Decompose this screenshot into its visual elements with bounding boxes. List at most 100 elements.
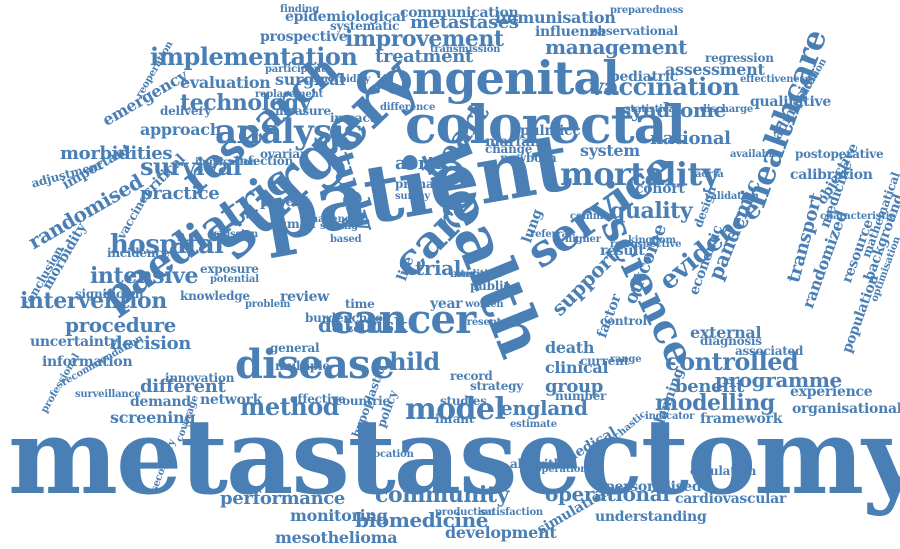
cloud-word: implication bbox=[195, 157, 257, 168]
cloud-word: kingdom bbox=[628, 235, 676, 246]
cloud-word: death bbox=[545, 338, 595, 357]
cloud-word: development bbox=[445, 523, 557, 542]
cloud-word: validation bbox=[705, 191, 759, 202]
cloud-word: clinical bbox=[545, 358, 609, 377]
cloud-word: approach bbox=[140, 120, 222, 139]
cloud-word: qualitative bbox=[750, 94, 831, 110]
cloud-word: internal bbox=[450, 269, 494, 280]
cloud-word: vaccination bbox=[590, 72, 740, 101]
cloud-word: regression bbox=[705, 51, 774, 65]
cloud-word: intensive bbox=[90, 263, 199, 289]
cloud-word: observational bbox=[590, 24, 678, 38]
cloud-word: survival bbox=[140, 152, 242, 181]
cloud-word: datarisk bbox=[318, 313, 408, 337]
cloud-word: influenza bbox=[535, 24, 606, 40]
cloud-word: human bbox=[270, 217, 316, 231]
cloud-word: common bbox=[570, 211, 617, 222]
cloud-word: estimate bbox=[510, 419, 557, 430]
cloud-word: multiple bbox=[275, 359, 330, 373]
cloud-word: available bbox=[730, 149, 779, 160]
cloud-word: group bbox=[545, 376, 603, 397]
cloud-word: incidence bbox=[107, 246, 170, 260]
cloud-word: controlled bbox=[665, 347, 799, 376]
cloud-word: potential bbox=[210, 274, 259, 285]
cloud-word: prospective bbox=[260, 29, 348, 45]
cloud-word: aortic bbox=[395, 153, 453, 174]
cloud-word: metastases bbox=[410, 12, 519, 33]
cloud-word: diagnosis bbox=[700, 334, 762, 348]
cloud-word: impact bbox=[330, 111, 375, 125]
cloud-word: marfan bbox=[485, 134, 540, 150]
cloud-word: morbidities bbox=[60, 143, 173, 164]
cloud-word: national bbox=[650, 128, 731, 149]
cloud-word: pediatric bbox=[610, 69, 679, 85]
cloud-word: evaluation bbox=[180, 73, 271, 92]
cloud-word: postoperative bbox=[795, 147, 884, 161]
cloud-word: demand bbox=[130, 394, 191, 410]
cloud-word: assessment bbox=[665, 60, 765, 79]
cloud-word: procedure bbox=[65, 313, 176, 337]
cloud-word: quality bbox=[610, 198, 693, 224]
cloud-word: aorta bbox=[695, 169, 724, 180]
cloud-word: implementation bbox=[150, 42, 358, 71]
cloud-word: network bbox=[200, 392, 263, 408]
cloud-word: decision bbox=[110, 333, 192, 354]
cloud-word: communication bbox=[400, 5, 519, 21]
cloud-word: personalised bbox=[605, 479, 702, 495]
cloud-word: associated bbox=[735, 344, 804, 358]
cloud-word: surgical bbox=[275, 70, 345, 89]
cloud-word: understanding bbox=[595, 509, 707, 525]
cloud-word: difference bbox=[380, 102, 436, 113]
cloud-word: higher bbox=[565, 234, 601, 245]
cloud-word: burden bbox=[305, 311, 352, 325]
cloud-word: women bbox=[465, 299, 504, 310]
cloud-word: mesothelioma bbox=[275, 528, 398, 547]
cloud-word: based bbox=[330, 234, 362, 245]
cloud-word: statistical bbox=[625, 104, 679, 115]
cloud-word: participant bbox=[265, 64, 326, 75]
cloud-word: cancer bbox=[330, 296, 476, 343]
cloud-word: referral bbox=[530, 229, 572, 240]
cloud-word: model bbox=[405, 392, 506, 427]
cloud-word: benefit bbox=[675, 376, 744, 397]
cloud-word: calibration bbox=[790, 167, 873, 183]
cloud-word: cohort bbox=[635, 181, 685, 197]
cloud-word: practice bbox=[140, 183, 220, 204]
cloud-word: colorectal bbox=[405, 95, 686, 156]
cloud-word: programme bbox=[715, 368, 842, 392]
cloud-word: survey bbox=[395, 191, 430, 202]
cloud-word: effectiveness bbox=[740, 74, 811, 85]
cloud-word: setting bbox=[320, 221, 358, 232]
cloud-word: cardiovascular bbox=[675, 491, 787, 507]
cloud-word: modelling bbox=[655, 390, 775, 416]
cloud-word: replacement bbox=[255, 89, 323, 100]
cloud-word: intervention bbox=[20, 288, 167, 314]
cloud-word: characteristic bbox=[820, 211, 896, 222]
cloud-word: epidemiological bbox=[285, 9, 406, 25]
cloud-word: effective bbox=[290, 392, 346, 406]
cloud-word: strategy bbox=[470, 379, 524, 393]
cloud-word: experience bbox=[790, 384, 873, 400]
cloud-word: external bbox=[690, 323, 762, 342]
cloud-word: disease bbox=[235, 341, 395, 388]
cloud-word: transmission bbox=[430, 44, 501, 55]
cloud-word: method bbox=[240, 392, 340, 421]
cloud-word: information bbox=[42, 354, 133, 370]
cloud-word: result bbox=[600, 243, 645, 259]
cloud-word: immunisation bbox=[495, 8, 616, 27]
cloud-word: mortality bbox=[560, 155, 720, 193]
cloud-word: studies bbox=[440, 394, 487, 408]
cloud-word: syndrome bbox=[620, 98, 726, 122]
cloud-word: gaussian bbox=[210, 229, 258, 240]
cloud-word: countrie bbox=[335, 394, 390, 408]
cloud-word: parent bbox=[260, 194, 311, 210]
cloud-word: indicator bbox=[645, 411, 695, 422]
cloud-word: newborn bbox=[500, 151, 557, 165]
cloud-word: treatment bbox=[375, 46, 473, 67]
cloud-word: analysis bbox=[215, 112, 363, 152]
cloud-word: satisfaction bbox=[480, 507, 543, 518]
cloud-word: biomedicine bbox=[355, 508, 489, 532]
cloud-word: emulation bbox=[690, 464, 757, 478]
cloud-word: number bbox=[555, 389, 607, 403]
cloud-word: infant bbox=[435, 412, 475, 426]
